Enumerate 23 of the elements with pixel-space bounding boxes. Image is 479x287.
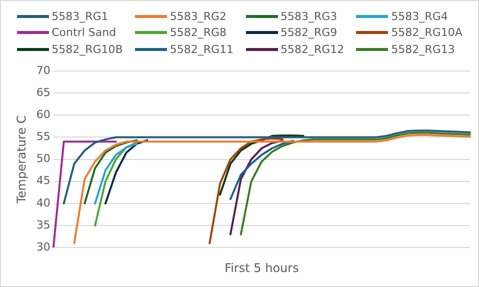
x-axis-title: First 5 hours	[224, 260, 299, 275]
y-tick-label: 50	[36, 152, 50, 166]
y-tick-label: 55	[36, 130, 50, 144]
legend-label: 5583_RG3	[280, 10, 338, 24]
y-tick-label: 30	[36, 240, 50, 254]
y-tick-label: 70	[36, 64, 50, 77]
y-tick-label: 40	[36, 196, 50, 210]
y-tick-label: 45	[36, 174, 50, 188]
legend-label: 5583_RG1	[52, 10, 108, 24]
legend-label: Contrl Sand	[52, 26, 116, 40]
legend-label: 5582_RG13	[391, 42, 455, 56]
legend-label: 5583_RG4	[391, 10, 448, 24]
y-tick-label: 65	[36, 86, 50, 99]
legend-label: 5582_RG8	[170, 26, 227, 40]
legend-label: 5582_RG9	[280, 26, 338, 40]
legend-label: 5582_RG11	[170, 42, 234, 56]
y-tick-label: 60	[36, 108, 50, 122]
legend-label: 5582_RG10A	[391, 26, 462, 40]
legend-label: 5583_RG2	[170, 10, 227, 24]
y-axis-title: Temperature C	[14, 115, 28, 204]
legend-label: 5582_RG10B	[52, 42, 123, 56]
y-tick-label: 35	[36, 218, 50, 232]
legend-label: 5582_RG12	[280, 42, 344, 56]
